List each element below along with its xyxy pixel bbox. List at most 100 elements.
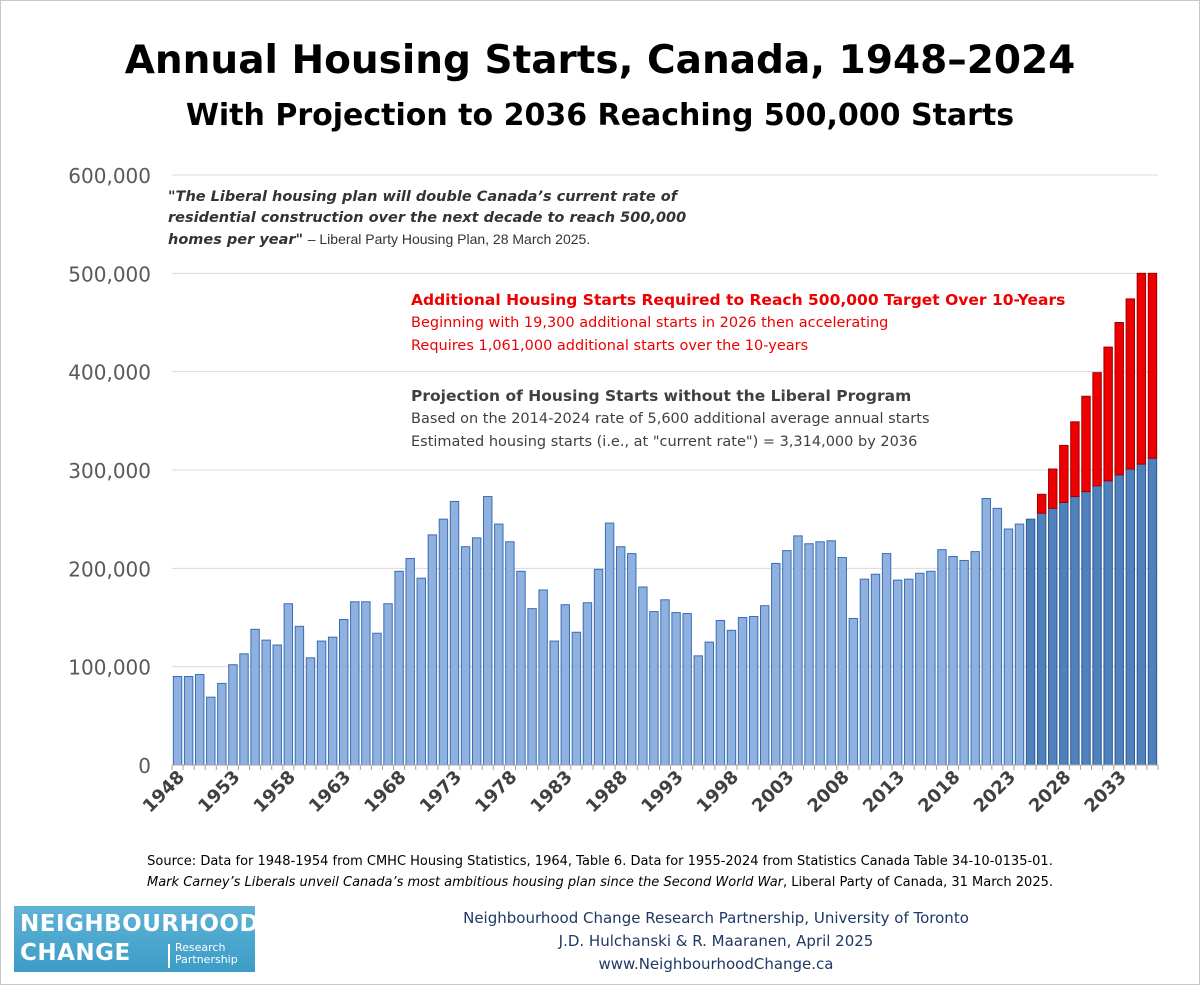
additional-starts-line-1: Beginning with 19,300 additional starts …	[411, 315, 889, 331]
historical-bar	[881, 553, 892, 766]
projection-line-2: Estimated housing starts (i.e., at "curr…	[411, 434, 918, 450]
historical-bar	[194, 674, 205, 766]
x-tick-label: 1998	[693, 767, 743, 817]
historical-bar	[582, 602, 593, 766]
additional-starts-line-2: Requires 1,061,000 additional starts ove…	[411, 338, 809, 354]
historical-bar	[217, 682, 227, 766]
historical-bar	[361, 601, 371, 766]
projection-bar	[1092, 485, 1102, 766]
x-tick-label: 2023	[970, 767, 1020, 817]
quote-attribution: – Liberal Party Housing Plan, 28 March 2…	[307, 231, 591, 247]
historical-bar	[339, 618, 349, 766]
source-line-2: Mark Carney’s Liberals unveil Canada’s m…	[0, 872, 1200, 893]
projection-annotation: Projection of Housing Starts without the…	[411, 385, 1131, 454]
y-tick-label: 400,000	[68, 361, 151, 385]
x-axis-ticks: 1948 1953 1958 1963 1968 1973 1978 1983 1988 1993…	[139, 767, 1131, 817]
y-tick-label: 600,000	[68, 164, 151, 188]
historical-bar	[782, 550, 792, 766]
footer-organization: Neighbourhood Change Research Partnershi…	[463, 909, 969, 927]
x-tick-label: 1963	[305, 767, 355, 817]
source-article-publisher: , Liberal Party of Canada, 31 March 2025…	[783, 875, 1053, 890]
historical-bar	[438, 518, 449, 766]
x-tick-label: 1988	[582, 767, 632, 817]
historical-bar	[704, 641, 715, 766]
historical-bar	[804, 543, 814, 766]
historical-bar	[892, 579, 903, 766]
historical-bar	[560, 604, 571, 766]
x-tick-label: 1958	[250, 767, 300, 817]
historical-bar	[206, 696, 216, 766]
historical-bar	[549, 640, 559, 766]
projection-bar	[1036, 512, 1047, 766]
logo-tagline-1: Research	[175, 941, 226, 954]
historical-bar	[416, 577, 426, 766]
projection-bar	[1103, 480, 1113, 766]
historical-bar	[737, 617, 748, 766]
projection-line-1: Based on the 2014-2024 rate of 5,600 add…	[411, 411, 930, 427]
historical-bar	[748, 616, 759, 766]
footer-authors: J.D. Hulchanski & R. Maaranen, April 202…	[558, 932, 874, 950]
x-tick-label: 1973	[416, 767, 466, 817]
historical-bar	[948, 556, 958, 766]
additional-starts-bar	[1092, 372, 1102, 487]
y-tick-label: 100,000	[68, 656, 151, 680]
projection-bar	[1048, 507, 1058, 766]
historical-bar	[538, 589, 548, 766]
historical-bar	[516, 570, 526, 766]
x-tick-label: 2013	[859, 767, 909, 817]
source-article-title: Mark Carney’s Liberals unveil Canada’s m…	[147, 875, 784, 890]
logo-tagline-2: Partnership	[175, 953, 238, 966]
historical-bar	[505, 541, 515, 766]
historical-bar	[837, 557, 847, 766]
historical-bar	[483, 496, 493, 766]
x-tick-label: 2003	[748, 767, 798, 817]
historical-bar	[981, 498, 991, 766]
y-tick-label: 200,000	[68, 557, 151, 581]
x-tick-label: 2008	[804, 767, 854, 817]
historical-bar	[571, 631, 582, 766]
historical-bar	[627, 553, 637, 766]
historical-bar	[926, 570, 936, 766]
projection-bar	[1136, 463, 1147, 766]
historical-bar	[649, 611, 659, 766]
additional-starts-bar	[1048, 468, 1058, 509]
logo-tagline: Research Partnership	[175, 942, 238, 966]
x-tick-label: 1968	[360, 767, 410, 817]
bars	[172, 272, 1158, 766]
additional-starts-bar	[1103, 346, 1113, 482]
historical-bar	[1003, 528, 1014, 766]
additional-starts-annotation: Additional Housing Starts Required to Re…	[411, 289, 1131, 358]
liberal-plan-quote: "The Liberal housing plan will double Ca…	[168, 187, 728, 251]
historical-bar	[394, 570, 404, 766]
historical-bar	[350, 601, 360, 766]
x-tick-label: 2033	[1080, 767, 1130, 817]
additional-starts-bar	[1036, 493, 1047, 514]
logo-line-1: NEIGHBOURHOOD	[20, 911, 260, 937]
additional-starts-bar	[1147, 272, 1158, 459]
additional-starts-bar	[1114, 322, 1124, 476]
historical-bar	[1014, 523, 1025, 766]
historical-bar	[615, 546, 626, 766]
historical-bar	[771, 562, 781, 766]
historical-bar	[372, 632, 382, 766]
additional-starts-bar	[1059, 444, 1069, 503]
historical-bar	[405, 558, 415, 766]
historical-bar	[272, 644, 282, 766]
historical-bar	[815, 541, 825, 766]
historical-bar	[682, 613, 692, 766]
footer-website[interactable]: www.NeighbourhoodChange.ca	[598, 955, 834, 973]
x-axis	[171, 764, 1159, 770]
historical-bar	[527, 608, 537, 766]
logo-divider	[168, 944, 170, 968]
historical-bar	[793, 535, 803, 766]
x-tick-label: 2018	[914, 767, 964, 817]
historical-bar	[759, 605, 770, 766]
historical-bar	[239, 653, 249, 766]
historical-bar	[460, 546, 471, 766]
chart-subtitle: With Projection to 2036 Reaching 500,000…	[185, 98, 1015, 133]
historical-bar	[250, 628, 260, 766]
y-tick-label: 500,000	[68, 262, 151, 286]
projection-bar	[1059, 501, 1069, 766]
projection-heading: Projection of Housing Starts without the…	[411, 387, 912, 405]
projection-bar	[1070, 496, 1080, 766]
